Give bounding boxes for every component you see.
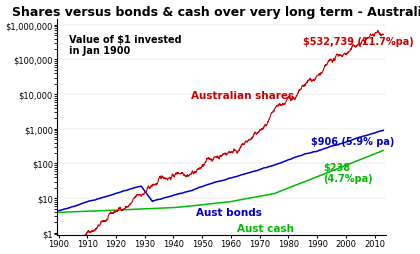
- Title: Shares versus bonds & cash over very long term - Australia: Shares versus bonds & cash over very lon…: [13, 6, 420, 19]
- Text: Value of $1 invested
in Jan 1900: Value of $1 invested in Jan 1900: [68, 35, 181, 56]
- Text: Aust bonds: Aust bonds: [197, 208, 262, 217]
- Text: $532,739 (11.7%pa): $532,739 (11.7%pa): [303, 37, 414, 46]
- Text: Aust cash: Aust cash: [237, 223, 294, 233]
- Text: $906 (5.9% pa): $906 (5.9% pa): [311, 136, 395, 146]
- Text: Australian shares: Australian shares: [191, 90, 294, 100]
- Text: $238
(4.7%pa): $238 (4.7%pa): [323, 162, 373, 184]
